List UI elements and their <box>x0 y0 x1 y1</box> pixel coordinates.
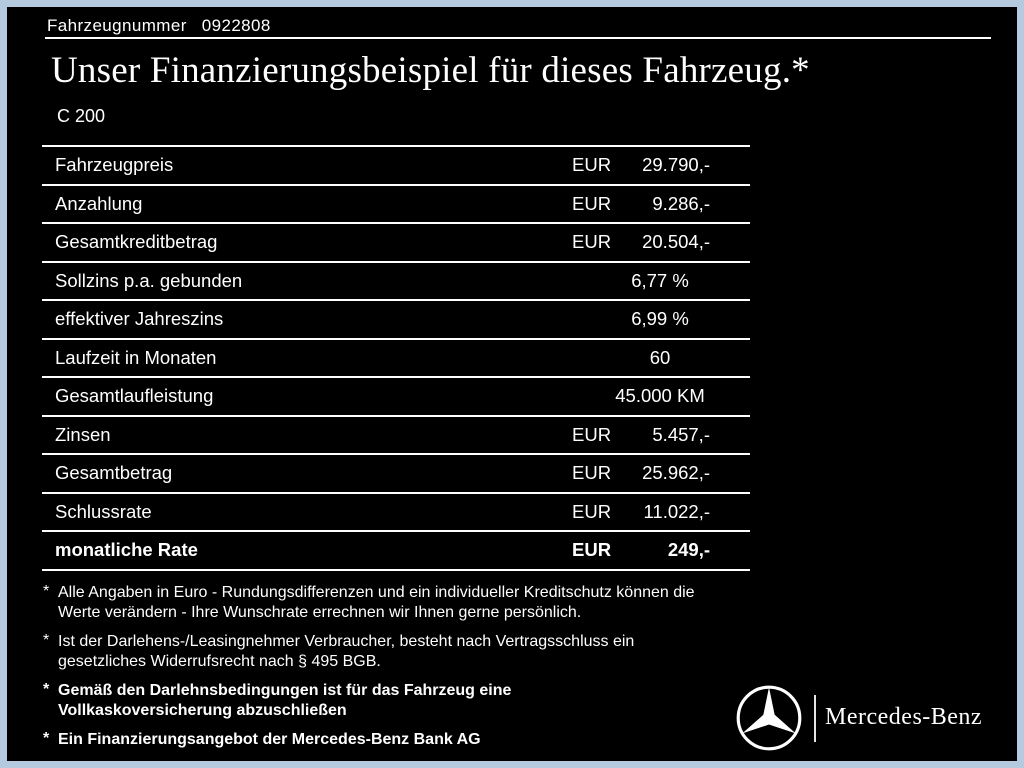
currency-label: EUR <box>572 192 612 214</box>
footnote-marker: * <box>43 583 50 600</box>
row-label: monatliche Rate <box>55 539 198 561</box>
row-label: Gesamtlaufleistung <box>55 385 214 407</box>
footnote-marker: * <box>43 632 50 649</box>
table-row: monatliche Rate EUR 249,- <box>42 530 750 569</box>
page-title: Unser Finanzierungsbeispiel für dieses F… <box>51 50 810 91</box>
vehicle-number-label: Fahrzeugnummer <box>47 16 187 35</box>
currency-label: EUR <box>572 154 612 176</box>
vehicle-model: C 200 <box>57 106 106 126</box>
table-row: Gesamtlaufleistung 45.000 KM <box>42 376 750 415</box>
row-value: EUR 29.790,- <box>572 147 710 184</box>
footnote-marker: * <box>43 730 50 747</box>
brand-lockup: Mercedes-Benz <box>734 683 1004 755</box>
row-value: 60 <box>649 346 671 368</box>
row-label: Gesamtbetrag <box>55 462 173 484</box>
row-value: 6,99 % <box>631 308 689 330</box>
footnote-marker: * <box>43 681 50 698</box>
row-value: 6,77 % <box>631 269 689 291</box>
table-row: Zinsen EUR 5.457,- <box>42 414 750 454</box>
amount-value: 29.790,- <box>642 154 710 176</box>
header-divider <box>45 37 991 39</box>
row-label: effektiver Jahreszins <box>55 308 224 330</box>
row-label: Schlussrate <box>55 500 152 522</box>
footnote-text: Gemäß den Darlehnsbedingungen ist für da… <box>58 682 512 719</box>
table-row: Anzahlung EUR 9.286,- <box>42 183 750 223</box>
table-row: Laufzeit in Monaten 60 <box>42 337 750 377</box>
footnote-text: Ist der Darlehens-/Leasingnehmer Verbrau… <box>58 633 635 670</box>
row-label: Laufzeit in Monaten <box>55 346 217 368</box>
amount-value: 5.457,- <box>652 423 710 445</box>
currency-label: EUR <box>572 539 612 561</box>
row-value: EUR 20.504,- <box>572 224 710 261</box>
footnote: * Ein Finanzierungsangebot der Mercedes-B… <box>43 730 695 750</box>
row-value: EUR 11.022,- <box>572 494 710 531</box>
row-label: Anzahlung <box>55 192 143 214</box>
row-label: Sollzins p.a. gebunden <box>55 269 243 291</box>
row-value: EUR 5.457,- <box>572 417 710 454</box>
amount-value: 9.286,- <box>652 192 710 214</box>
amount-value: 25.962,- <box>642 462 710 484</box>
currency-label: EUR <box>572 462 612 484</box>
row-label: Fahrzeugpreis <box>55 154 174 176</box>
table-row: effektiver Jahreszins 6,99 % <box>42 299 750 338</box>
row-label: Zinsen <box>55 423 111 445</box>
row-label: Gesamtkreditbetrag <box>55 231 218 253</box>
row-value: EUR 25.962,- <box>572 455 710 492</box>
currency-label: EUR <box>572 423 612 445</box>
footnote-text: Alle Angaben in Euro - Rundungsdifferenz… <box>58 584 695 621</box>
currency-label: EUR <box>572 500 612 522</box>
footnote: * Alle Angaben in Euro - Rundungsdifferen… <box>43 583 695 623</box>
currency-label: EUR <box>572 231 612 253</box>
footnotes: * Alle Angaben in Euro - Rundungsdifferen… <box>43 583 695 759</box>
row-value: EUR 249,- <box>572 532 710 569</box>
table-row: Fahrzeugpreis EUR 29.790,- <box>42 145 750 184</box>
brand-wordmark: Mercedes-Benz <box>825 704 983 730</box>
footnote: * Gemäß den Darlehnsbedingungen ist für d… <box>43 681 695 721</box>
table-row: Gesamtkreditbetrag EUR 20.504,- <box>42 222 750 261</box>
brand-divider <box>814 695 816 742</box>
amount-value: 11.022,- <box>643 500 710 522</box>
vehicle-number-value: 0922808 <box>201 16 271 35</box>
amount-value: 20.504,- <box>642 231 710 253</box>
amount-value: 249,- <box>667 539 710 561</box>
table-row: Schlussrate EUR 11.022,- <box>42 491 750 531</box>
footnote: * Ist der Darlehens-/Leasingnehmer Verbra… <box>43 632 695 672</box>
vehicle-number-header: Fahrzeugnummer 0922808 <box>47 16 271 36</box>
footnote-text: Ein Finanzierungsangebot der Mercedes-Be… <box>58 731 481 748</box>
financing-table: Fahrzeugpreis EUR 29.790,- Anzahlung EUR 9.28… <box>42 145 750 571</box>
table-row: Gesamtbetrag EUR 25.962,- <box>42 453 750 492</box>
mercedes-star-icon <box>736 685 802 751</box>
row-value: 45.000 KM <box>615 385 705 407</box>
table-row: Sollzins p.a. gebunden 6,77 % <box>42 260 750 300</box>
row-value: EUR 9.286,- <box>572 186 710 223</box>
